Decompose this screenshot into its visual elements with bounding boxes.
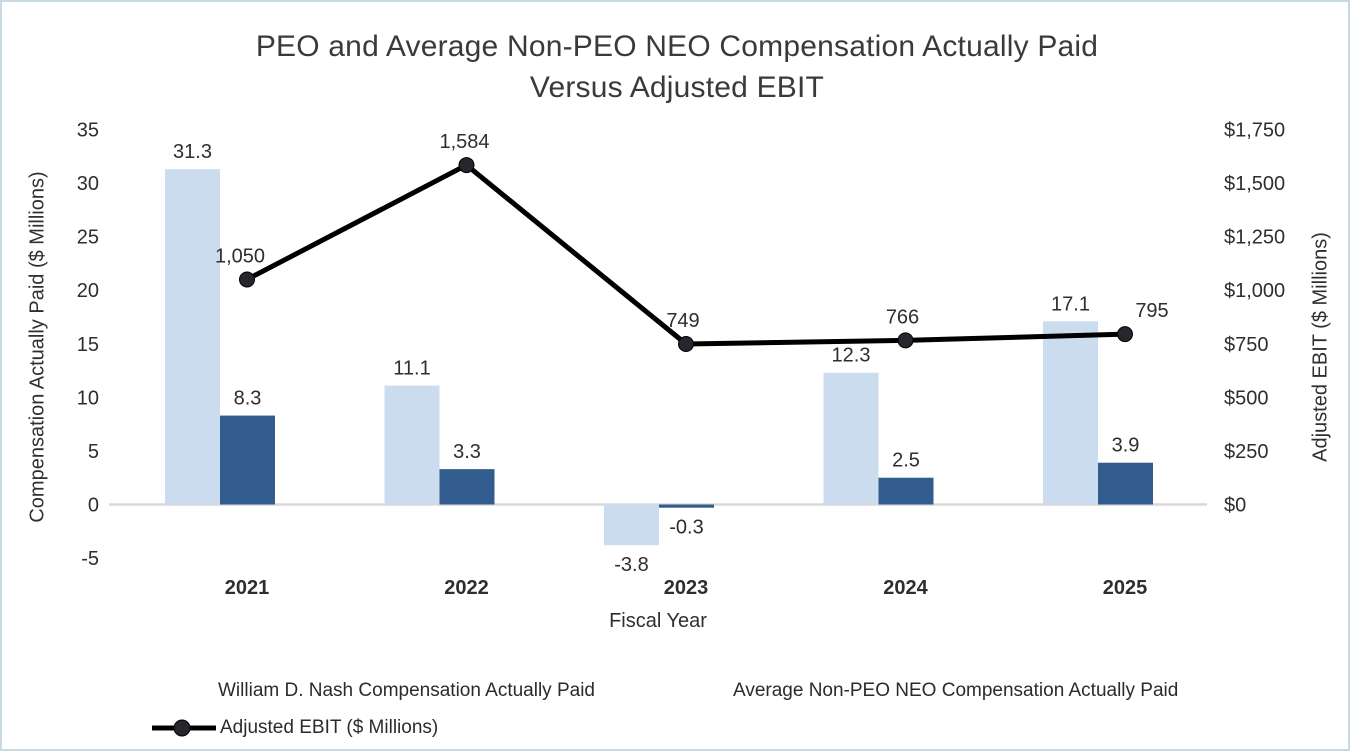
right-tick-1: $1,500 (1224, 173, 1285, 195)
ebit-marker-2024 (897, 332, 914, 349)
ebit-label-2024: 766 (886, 306, 919, 328)
bar-peo-2025 (1043, 321, 1098, 505)
left-tick-25: 25 (77, 227, 99, 249)
x-tick-2022: 2022 (444, 577, 489, 599)
x-tick-2021: 2021 (225, 577, 270, 599)
left-tick-30: 30 (77, 173, 99, 195)
non-peo-bar-swatch-icon (683, 685, 726, 698)
bar-peo-2021 (165, 169, 220, 505)
bar-label-peo-2024: 12.3 (832, 345, 871, 367)
left-tick-0: 0 (88, 495, 99, 517)
ebit-marker-2021 (239, 271, 255, 288)
left-tick-10: 10 (77, 387, 99, 409)
right-tick-2: $1,250 (1224, 227, 1285, 249)
x-tick-2025: 2025 (1103, 577, 1148, 599)
legend-label-peo: William D. Nash Compensation Actually Pa… (218, 680, 595, 701)
ebit-label-2025: 795 (1135, 300, 1168, 322)
chart-title: PEO and Average Non-PEO NEO Compensation… (2, 26, 1348, 108)
right-tick-3: $1,000 (1224, 280, 1285, 302)
bar-non-peo-2021 (220, 415, 275, 505)
right-tick-7: $0 (1224, 495, 1246, 517)
legend-item-peo: William D. Nash Compensation Actually Pa… (168, 680, 595, 702)
legend-item-non-peo: Average Non-PEO NEO Compensation Actuall… (683, 680, 1178, 702)
x-tick-2023: 2023 (664, 577, 709, 599)
legend-label-ebit: Adjusted EBIT ($ Millions) (220, 717, 439, 738)
ebit-marker-2023 (678, 336, 694, 352)
bar-label-non-peo-2024: 2.5 (892, 450, 920, 472)
bar-peo-2024 (823, 372, 879, 505)
chart-title-line-2: Versus Adjusted EBIT (529, 71, 825, 104)
left-tick-15: 15 (77, 334, 99, 356)
bar-label-peo-2021: 31.3 (173, 141, 212, 163)
bar-non-peo-2023 (659, 504, 714, 508)
bar-label-non-peo-2025: 3.9 (1112, 435, 1140, 457)
left-tick-20: 20 (77, 280, 99, 302)
right-tick-4: $750 (1224, 334, 1269, 356)
chart-title-line-1: PEO and Average Non-PEO NEO Compensation… (255, 30, 1099, 63)
left-tick--5: -5 (81, 548, 99, 570)
bar-label-peo-2022: 11.1 (393, 358, 430, 380)
right-tick-0: $1,750 (1224, 120, 1285, 142)
ebit-line-marker-icon (152, 719, 216, 737)
right-tick-5: $500 (1224, 387, 1269, 409)
bar-label-non-peo-2022: 3.3 (453, 441, 481, 463)
bar-non-peo-2025 (1098, 462, 1153, 505)
bar-label-non-peo-2023: -0.3 (669, 517, 703, 539)
left-tick-35: 35 (77, 120, 99, 142)
ebit-label-2021: 1,050 (215, 246, 265, 268)
bar-label-peo-2023: -3.8 (614, 554, 648, 576)
left-tick-5: 5 (88, 441, 99, 463)
ebit-label-2023: 749 (666, 310, 699, 332)
bar-label-peo-2025: 17.1 (1051, 293, 1090, 315)
x-tick-2024: 2024 (883, 577, 928, 599)
ebit-marker-2025 (1117, 326, 1133, 343)
bar-peo-2023 (604, 504, 659, 546)
bar-non-peo-2022 (439, 469, 495, 505)
bar-peo-2022 (384, 385, 440, 505)
legend-item-ebit: Adjusted EBIT ($ Millions) (152, 717, 438, 739)
right-tick-6: $250 (1224, 441, 1269, 463)
bar-non-peo-2024 (878, 477, 934, 505)
x-axis-title: Fiscal Year (609, 610, 707, 632)
bar-label-non-peo-2021: 8.3 (234, 388, 262, 410)
legend-label-non-peo: Average Non-PEO NEO Compensation Actuall… (733, 680, 1179, 701)
ebit-marker-2022 (458, 157, 475, 174)
ebit-label-2022: 1,584 (439, 131, 489, 153)
peo-bar-swatch-icon (168, 685, 211, 698)
